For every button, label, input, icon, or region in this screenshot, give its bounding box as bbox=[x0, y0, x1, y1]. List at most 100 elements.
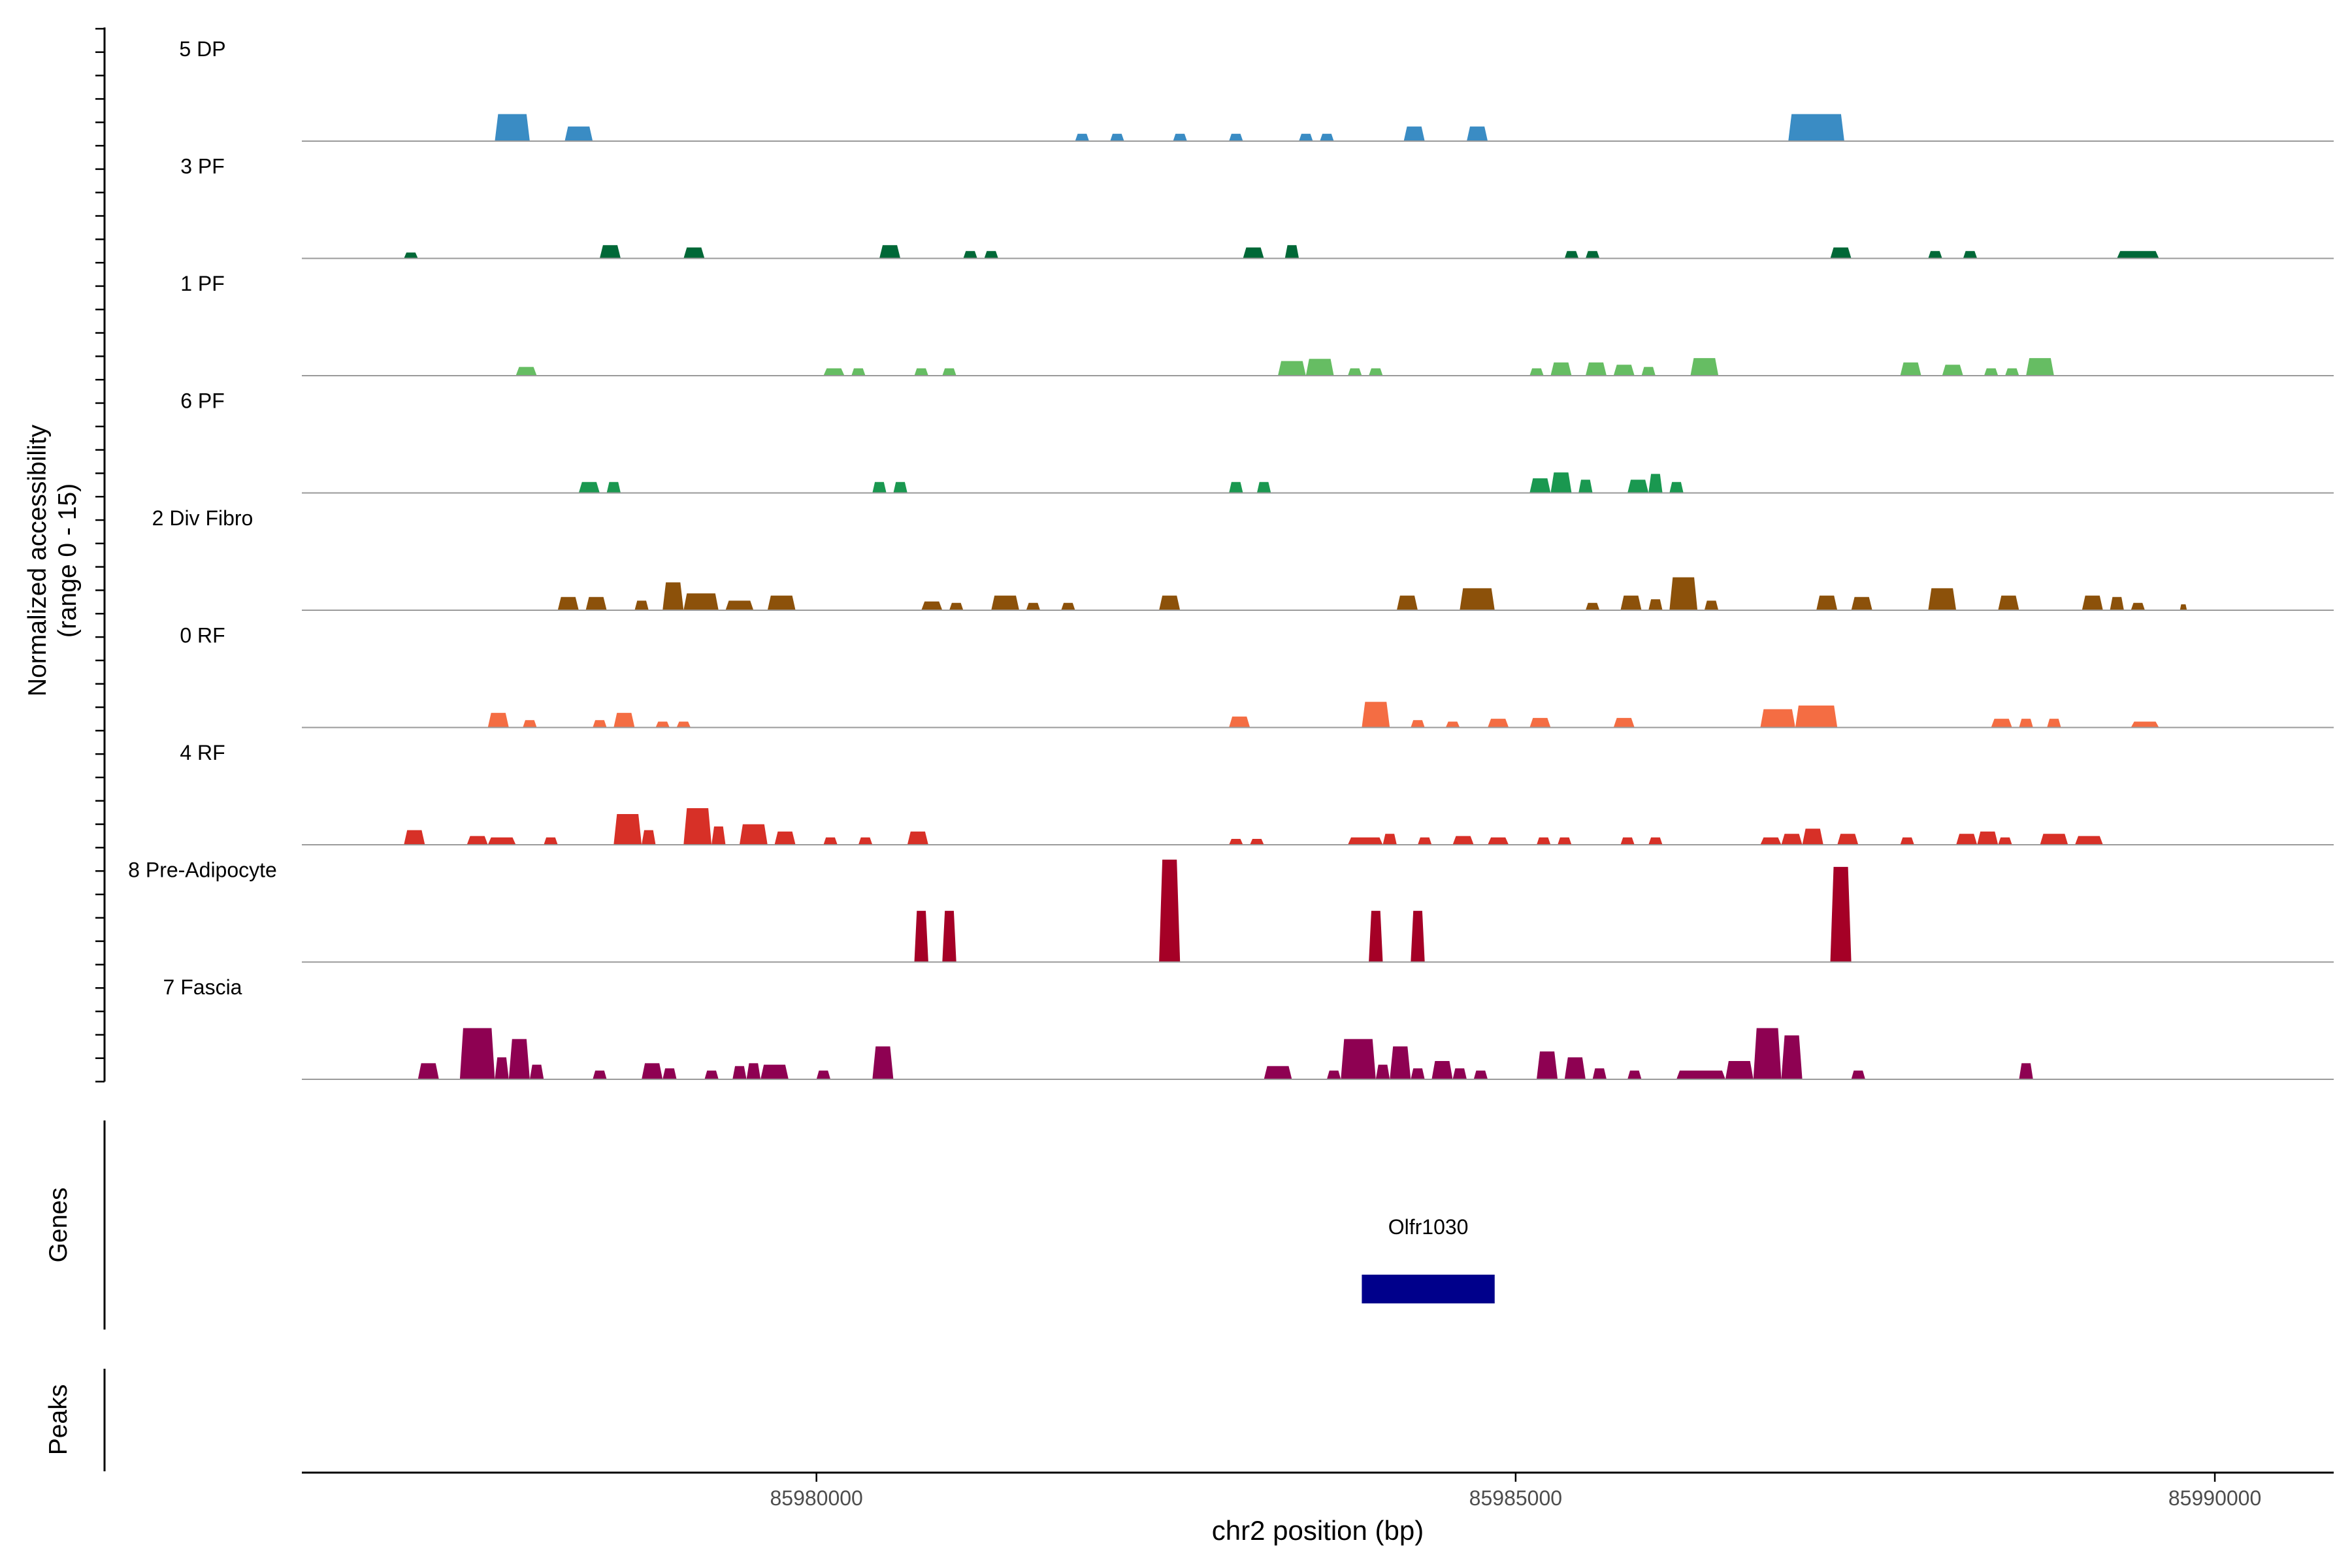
genes-panel-label: Genes bbox=[44, 1188, 73, 1263]
coverage-peak bbox=[417, 1063, 439, 1079]
coverage-peak bbox=[1998, 837, 2012, 845]
coverage-peak bbox=[1452, 836, 1474, 845]
coverage-peak bbox=[662, 582, 684, 610]
coverage-peak bbox=[487, 837, 516, 845]
coverage-peak bbox=[1564, 251, 1579, 259]
coverage-peak bbox=[1963, 251, 1978, 259]
coverage-peak bbox=[1341, 1039, 1376, 1079]
coverage-peak bbox=[564, 126, 593, 141]
coverage-peak bbox=[1641, 367, 1656, 376]
coverage-peak bbox=[1676, 1070, 1725, 1079]
coverage-peak bbox=[2040, 834, 2068, 845]
coverage-peak bbox=[599, 245, 621, 259]
coverage-peak bbox=[2082, 595, 2103, 610]
coverage-peak bbox=[2180, 604, 2187, 610]
coverage-peak bbox=[1558, 837, 1572, 845]
coverage-peak bbox=[816, 1070, 831, 1079]
coverage-peak bbox=[1418, 837, 1432, 845]
coverage-peak bbox=[1256, 482, 1271, 493]
coverage-peak bbox=[746, 1063, 761, 1079]
coverage-peak bbox=[1299, 133, 1313, 141]
coverage-peak bbox=[1928, 251, 1942, 259]
coverage-peak bbox=[1529, 478, 1551, 493]
coverage-peak bbox=[1445, 721, 1460, 728]
coverage-peak bbox=[1627, 480, 1649, 493]
track-label: 5 DP bbox=[179, 37, 225, 61]
coverage-peak bbox=[1537, 837, 1551, 845]
x-tick-label: 85985000 bbox=[1469, 1486, 1562, 1510]
coverage-peak bbox=[942, 368, 956, 376]
coverage-peak bbox=[1956, 834, 1978, 845]
coverage-peak bbox=[1669, 577, 1698, 610]
coverage-peak bbox=[1550, 362, 1572, 376]
coverage-peak bbox=[1284, 245, 1299, 259]
y-axis-title-line1: Normalized accessibility bbox=[24, 424, 52, 696]
track-8-pre-adipocyte: 8 Pre-Adipocyte bbox=[128, 858, 2334, 963]
coverage-peak bbox=[1026, 602, 1041, 610]
coverage-peak bbox=[2110, 596, 2124, 610]
x-axis-ticks: 85980000 85985000 85990000 bbox=[770, 1473, 2261, 1510]
coverage-peak bbox=[1326, 1070, 1341, 1079]
coverage-peak bbox=[1816, 595, 1838, 610]
coverage-peak bbox=[823, 837, 838, 845]
coverage-peak bbox=[1837, 834, 1859, 845]
track-2-div-fibro: 2 Div Fibro bbox=[152, 506, 2334, 611]
coverage-peak bbox=[1488, 719, 1509, 728]
coverage-peak bbox=[1110, 133, 1124, 141]
coverage-peak bbox=[2075, 836, 2103, 845]
coverage-peak bbox=[2047, 719, 2061, 728]
track-label: 2 Div Fibro bbox=[152, 506, 253, 530]
coverage-peak bbox=[1369, 911, 1383, 962]
coverage-peak bbox=[1431, 1061, 1453, 1079]
coverage-peak bbox=[487, 713, 509, 728]
coverage-peak bbox=[914, 911, 928, 962]
coverage-peak bbox=[606, 482, 621, 493]
coverage-peak bbox=[1411, 1068, 1425, 1079]
coverage-peak bbox=[872, 1046, 894, 1079]
coverage-peak bbox=[1648, 599, 1663, 610]
coverage-peak bbox=[1075, 133, 1089, 141]
coverage-peak bbox=[1229, 133, 1243, 141]
coverage-peak bbox=[683, 808, 712, 845]
track-7-fascia: 7 Fascia bbox=[163, 975, 2334, 1080]
coverage-peak bbox=[823, 368, 845, 376]
coverage-peak bbox=[1585, 251, 1600, 259]
x-axis-title: chr2 position (bp) bbox=[1212, 1515, 1424, 1546]
coverage-peak bbox=[1264, 1066, 1292, 1079]
coverage-peak bbox=[1851, 1070, 1865, 1079]
coverage-peak bbox=[613, 814, 642, 845]
coverage-peak bbox=[593, 720, 607, 728]
coverage-peak bbox=[767, 595, 796, 610]
coverage-peak bbox=[1977, 831, 1999, 845]
coverage-peak bbox=[704, 1070, 719, 1079]
gene-label: Olfr1030 bbox=[1388, 1215, 1469, 1239]
track-label: 1 PF bbox=[180, 272, 225, 295]
track-5-dp: 5 DP bbox=[179, 37, 2334, 142]
coverage-peak bbox=[893, 482, 907, 493]
coverage-peak bbox=[963, 251, 977, 259]
coverage-peak bbox=[1460, 588, 1495, 610]
coverage-peak bbox=[1781, 1035, 1803, 1079]
peaks-panel: Peaks bbox=[44, 1369, 106, 1471]
coverage-peak bbox=[1473, 1070, 1488, 1079]
coverage-peak bbox=[942, 911, 956, 962]
coverage-peak bbox=[466, 836, 488, 845]
coverage-peak bbox=[991, 595, 1019, 610]
gene-body bbox=[1362, 1275, 1495, 1303]
coverage-peak bbox=[1229, 839, 1243, 845]
coverage-peak bbox=[1369, 368, 1383, 376]
y-axis-title-line2: (range 0 - 15) bbox=[54, 483, 82, 638]
coverage-peak bbox=[1550, 472, 1572, 493]
coverage-peak bbox=[879, 245, 901, 259]
coverage-peak bbox=[1452, 1068, 1467, 1079]
coverage-peak bbox=[1830, 866, 1852, 962]
coverage-peak bbox=[1900, 362, 1921, 376]
coverage-peak bbox=[1900, 837, 1914, 845]
coverage-peak bbox=[1760, 837, 1782, 845]
track-1-pf: 1 PF bbox=[180, 272, 2334, 376]
coverage-peak bbox=[1229, 716, 1250, 728]
coverage-peak bbox=[1529, 717, 1551, 728]
coverage-peak bbox=[2026, 358, 2054, 376]
coverage-peak bbox=[495, 1057, 509, 1079]
coverage-peak bbox=[1173, 133, 1187, 141]
